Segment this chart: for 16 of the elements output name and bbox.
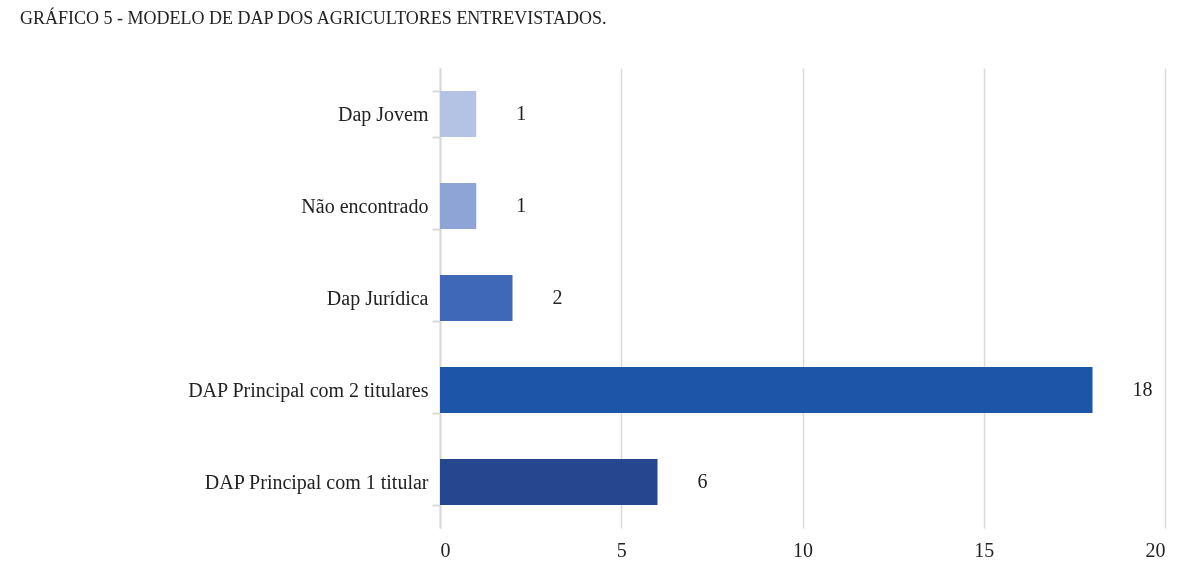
data-label: 6 [697,470,708,492]
y-tick-label: Não encontrado [301,194,429,217]
x-tick-label: 5 [616,538,627,561]
x-tick-label: 15 [974,538,995,561]
y-tick-label: DAP Principal com 1 titular [204,470,429,494]
x-tick-label: 0 [440,538,451,561]
y-tick-label: Dap Jurídica [326,286,429,310]
x-tick-label: 20 [1145,538,1166,561]
data-label: 18 [1132,378,1153,400]
data-label: 1 [516,102,527,124]
data-label: 1 [516,194,527,216]
y-tick-label: DAP Principal com 2 titulares [188,378,429,402]
y-tick-label: Dap Jovem [337,102,429,126]
chart-title: GRÁFICO 5 - MODELO DE DAP DOS AGRICULTORES ENTREVISTADOS. [20,7,607,28]
data-label: 2 [552,286,563,308]
x-tick-label: 10 [793,538,813,561]
